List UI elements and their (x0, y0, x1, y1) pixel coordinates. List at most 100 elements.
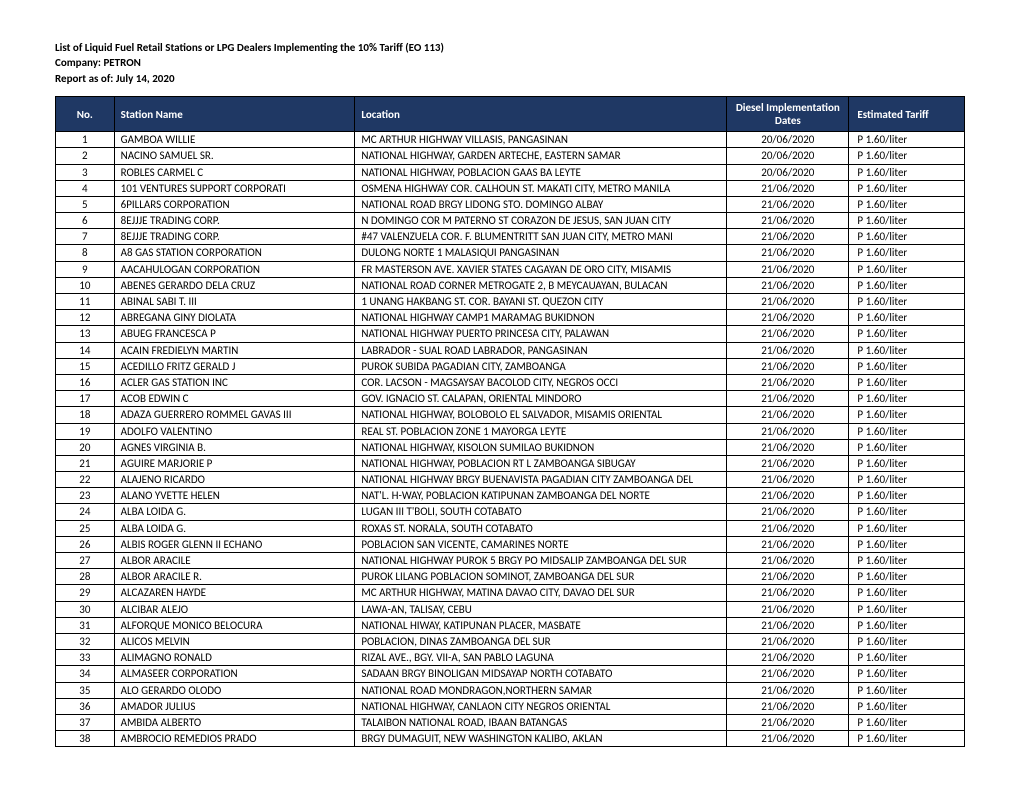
table-row: 14ACAIN FREDIELYN MARTINLABRADOR - SUAL … (56, 342, 965, 358)
cell-location: NATIONAL HIGHWAY BRGY BUENAVISTA PAGADIA… (355, 472, 727, 488)
cell-tariff: P 1.60/liter (849, 488, 965, 504)
table-row: 68EJJJE TRADING CORP.N DOMINGO COR M PAT… (56, 213, 965, 229)
cell-location: NATIONAL HIGHWAY, BOLOBOLO EL SALVADOR, … (355, 407, 727, 423)
cell-station: 8EJJJE TRADING CORP. (114, 229, 355, 245)
cell-tariff: P 1.60/liter (849, 633, 965, 649)
table-row: 16ACLER GAS STATION INCCOR. LACSON - MAG… (56, 374, 965, 390)
cell-location: NATIONAL HIWAY, KATIPUNAN PLACER, MASBAT… (355, 617, 727, 633)
cell-station: NACINO SAMUEL SR. (114, 148, 355, 164)
cell-date: 21/06/2020 (727, 585, 849, 601)
table-row: 29ALCAZAREN HAYDEMC ARTHUR HIGHWAY, MATI… (56, 585, 965, 601)
table-row: 17ACOB EDWIN CGOV. IGNACIO ST. CALAPAN, … (56, 391, 965, 407)
cell-no: 21 (56, 455, 115, 471)
cell-date: 20/06/2020 (727, 132, 849, 148)
table-row: 28ALBOR ARACILE R.PUROK LILANG POBLACION… (56, 569, 965, 585)
table-row: 32ALICOS MELVINPOBLACION, DINAS ZAMBOANG… (56, 633, 965, 649)
cell-no: 30 (56, 601, 115, 617)
cell-tariff: P 1.60/liter (849, 423, 965, 439)
cell-tariff: P 1.60/liter (849, 601, 965, 617)
col-header-no: No. (56, 97, 115, 132)
cell-date: 21/06/2020 (727, 504, 849, 520)
cell-date: 21/06/2020 (727, 180, 849, 196)
stations-table: No. Station Name Location Diesel Impleme… (55, 96, 965, 747)
cell-date: 21/06/2020 (727, 310, 849, 326)
table-row: 4101 VENTURES SUPPORT CORPORATIOSMENA HI… (56, 180, 965, 196)
cell-date: 21/06/2020 (727, 229, 849, 245)
cell-no: 11 (56, 294, 115, 310)
cell-location: PUROK LILANG POBLACION SOMINOT, ZAMBOANG… (355, 569, 727, 585)
cell-station: ACOB EDWIN C (114, 391, 355, 407)
cell-date: 21/06/2020 (727, 294, 849, 310)
cell-no: 25 (56, 520, 115, 536)
table-row: 2NACINO SAMUEL SR.NATIONAL HIGHWAY, GARD… (56, 148, 965, 164)
cell-station: 101 VENTURES SUPPORT CORPORATI (114, 180, 355, 196)
cell-location: LAWA-AN, TALISAY, CEBU (355, 601, 727, 617)
cell-no: 38 (56, 731, 115, 747)
cell-no: 14 (56, 342, 115, 358)
cell-no: 9 (56, 261, 115, 277)
cell-tariff: P 1.60/liter (849, 391, 965, 407)
cell-no: 2 (56, 148, 115, 164)
cell-date: 21/06/2020 (727, 439, 849, 455)
table-row: 36AMADOR JULIUSNATIONAL HIGHWAY, CANLAON… (56, 698, 965, 714)
cell-date: 21/06/2020 (727, 277, 849, 293)
cell-date: 21/06/2020 (727, 731, 849, 747)
cell-station: ALICOS MELVIN (114, 633, 355, 649)
table-row: 11ABINAL SABI T. III1 UNANG HAKBANG ST. … (56, 294, 965, 310)
table-row: 13ABUEG FRANCESCA PNATIONAL HIGHWAY PUER… (56, 326, 965, 342)
cell-no: 36 (56, 698, 115, 714)
cell-station: ALANO YVETTE HELEN (114, 488, 355, 504)
table-row: 26ALBIS ROGER GLENN II ECHANOPOBLACION S… (56, 536, 965, 552)
cell-tariff: P 1.60/liter (849, 358, 965, 374)
cell-location: LABRADOR - SUAL ROAD LABRADOR, PANGASINA… (355, 342, 727, 358)
cell-no: 28 (56, 569, 115, 585)
cell-station: ALFORQUE MONICO BELOCURA (114, 617, 355, 633)
cell-station: ABREGANA GINY DIOLATA (114, 310, 355, 326)
cell-location: NATIONAL HIGHWAY, GARDEN ARTECHE, EASTER… (355, 148, 727, 164)
cell-location: #47 VALENZUELA COR. F. BLUMENTRITT SAN J… (355, 229, 727, 245)
cell-date: 21/06/2020 (727, 536, 849, 552)
cell-location: NATIONAL HIGHWAY, CANLAON CITY NEGROS OR… (355, 698, 727, 714)
cell-date: 21/06/2020 (727, 666, 849, 682)
table-row: 56PILLARS CORPORATIONNATIONAL ROAD BRGY … (56, 196, 965, 212)
cell-station: ACAIN FREDIELYN MARTIN (114, 342, 355, 358)
report-header: List of Liquid Fuel Retail Stations or L… (55, 40, 965, 86)
cell-date: 21/06/2020 (727, 650, 849, 666)
company-line: Company: PETRON (55, 55, 965, 70)
cell-station: ALCAZAREN HAYDE (114, 585, 355, 601)
table-row: 15ACEDILLO FRITZ GERALD JPUROK SUBIDA PA… (56, 358, 965, 374)
table-row: 24ALBA LOIDA G.LUGAN III T'BOLI, SOUTH C… (56, 504, 965, 520)
table-row: 78EJJJE TRADING CORP.#47 VALENZUELA COR.… (56, 229, 965, 245)
cell-no: 33 (56, 650, 115, 666)
cell-no: 3 (56, 164, 115, 180)
cell-tariff: P 1.60/liter (849, 569, 965, 585)
cell-station: ADAZA GUERRERO ROMMEL GAVAS III (114, 407, 355, 423)
cell-location: POBLACION, DINAS ZAMBOANGA DEL SUR (355, 633, 727, 649)
cell-location: DULONG NORTE 1 MALASIQUI PANGASINAN (355, 245, 727, 261)
cell-date: 21/06/2020 (727, 455, 849, 471)
cell-station: ROBLES CARMEL C (114, 164, 355, 180)
cell-date: 21/06/2020 (727, 261, 849, 277)
table-row: 18ADAZA GUERRERO ROMMEL GAVAS IIINATIONA… (56, 407, 965, 423)
cell-tariff: P 1.60/liter (849, 245, 965, 261)
table-row: 23ALANO YVETTE HELENNAT'L. H-WAY, POBLAC… (56, 488, 965, 504)
cell-station: 8EJJJE TRADING CORP. (114, 213, 355, 229)
cell-no: 22 (56, 472, 115, 488)
cell-location: COR. LACSON - MAGSAYSAY BACOLOD CITY, NE… (355, 374, 727, 390)
cell-station: ALBA LOIDA G. (114, 520, 355, 536)
cell-station: ABENES GERARDO DELA CRUZ (114, 277, 355, 293)
table-row: 1GAMBOA WILLIEMC ARTHUR HIGHWAY VILLASIS… (56, 132, 965, 148)
cell-station: ALCIBAR ALEJO (114, 601, 355, 617)
cell-tariff: P 1.60/liter (849, 277, 965, 293)
cell-location: NATIONAL HIGHWAY PUERTO PRINCESA CITY, P… (355, 326, 727, 342)
cell-station: ALMASEER CORPORATION (114, 666, 355, 682)
cell-location: NATIONAL HIGHWAY CAMP1 MARAMAG BUKIDNON (355, 310, 727, 326)
cell-no: 26 (56, 536, 115, 552)
table-row: 25ALBA LOIDA G.ROXAS ST. NORALA, SOUTH C… (56, 520, 965, 536)
cell-location: LUGAN III T'BOLI, SOUTH COTABATO (355, 504, 727, 520)
cell-no: 13 (56, 326, 115, 342)
cell-no: 23 (56, 488, 115, 504)
table-header-row: No. Station Name Location Diesel Impleme… (56, 97, 965, 132)
cell-date: 20/06/2020 (727, 164, 849, 180)
col-header-dates: Diesel Implementation Dates (727, 97, 849, 132)
